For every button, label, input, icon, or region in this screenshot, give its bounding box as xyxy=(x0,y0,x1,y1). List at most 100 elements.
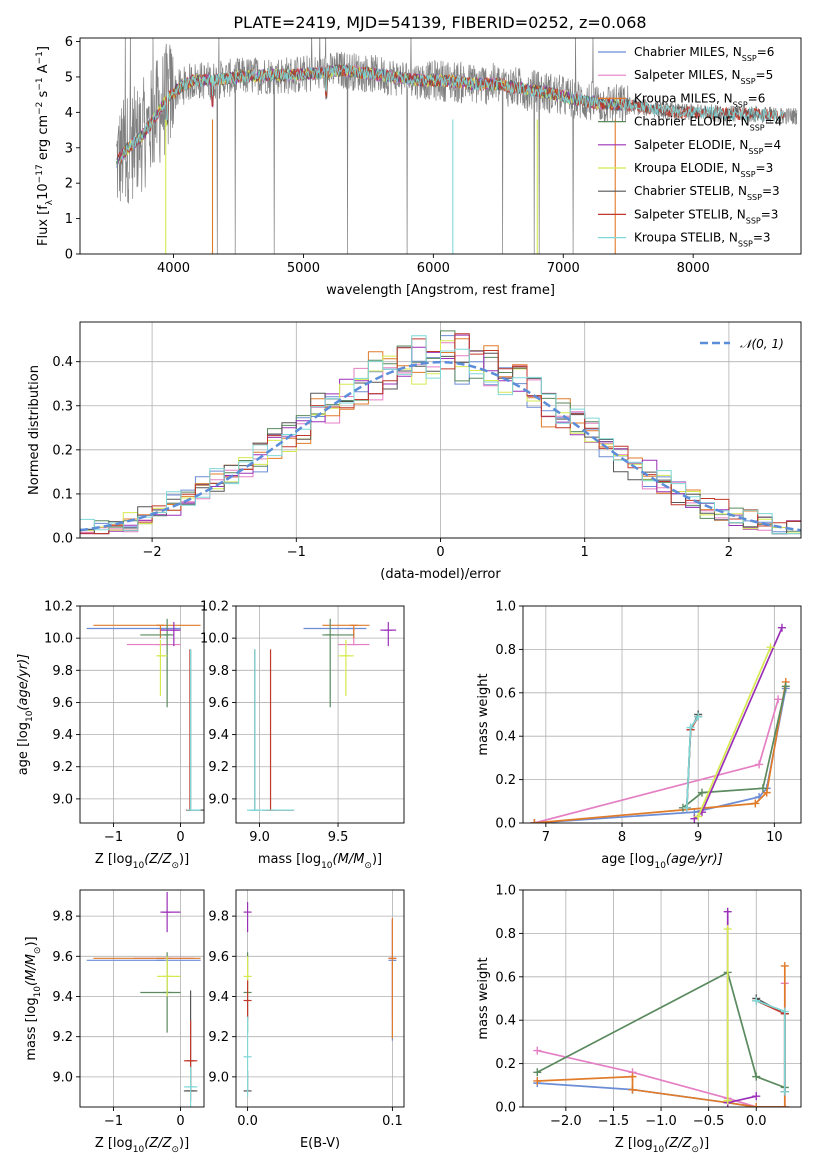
point-chabrier_elodie xyxy=(781,682,790,691)
errorbar-chabrier_elodie xyxy=(140,618,174,708)
plot-area xyxy=(533,907,789,1107)
x-tick-label: −1.5 xyxy=(598,1114,630,1129)
legend-value: =4 xyxy=(765,115,783,129)
y-axis-label-part: −2 xyxy=(35,102,45,115)
errorbar-salpeter_elodie xyxy=(160,622,181,647)
x-tick-label: −1.0 xyxy=(645,1114,677,1129)
y-axis-label: Flux [fλ10−17 erg cm−2 s−1 A−1] xyxy=(35,46,55,246)
errorbar-chabrier_elodie xyxy=(322,618,354,708)
errorbar-kroupa_elodie xyxy=(156,639,168,697)
legend-value: =3 xyxy=(753,231,771,245)
x-axis-label-part: ⊙ xyxy=(171,861,179,871)
legend-value: =5 xyxy=(756,68,774,82)
y-tick-label: 9.4 xyxy=(208,990,229,1005)
axes-frame xyxy=(79,605,205,824)
x-axis-label-part: ⊙ xyxy=(171,1145,179,1155)
x-tick-label: −1 xyxy=(104,1114,123,1129)
legend-sub: SSP xyxy=(747,193,762,202)
point-chabrier_elodie xyxy=(758,784,767,793)
y-tick-label: 0 xyxy=(65,248,73,263)
legend-entry-kroupa_miles: Kroupa MILES, NSSP=6 xyxy=(634,91,765,109)
x-axis-label-part: Z [log xyxy=(615,1136,653,1151)
x-axis-label-part: (M/M xyxy=(333,852,365,867)
y-tick-label: 9.0 xyxy=(52,1070,73,1085)
x-axis-label-part: )] xyxy=(372,852,382,867)
point-kroupa_stelib xyxy=(686,723,695,732)
point-chabrier_elodie xyxy=(752,1072,761,1081)
point-kroupa_miles xyxy=(780,961,789,970)
y-tick-label: 0.8 xyxy=(495,927,516,942)
y-tick-label: 9.0 xyxy=(208,792,229,807)
y-tick-label: 1.0 xyxy=(495,884,516,899)
y-tick-label: 0.2 xyxy=(495,773,516,788)
legend-entry-chabrier_elodie: Chabrier ELODIE, NSSP=4 xyxy=(634,115,782,133)
y-axis-label-part: ] xyxy=(36,46,51,51)
x-axis-label: wavelength [Angstrom, rest frame] xyxy=(326,283,555,298)
y-tick-label: 9.8 xyxy=(52,910,73,925)
x-tick-label: 0 xyxy=(436,545,444,560)
x-axis-label-part: 10 xyxy=(654,861,666,871)
point-salpeter_elodie xyxy=(777,623,786,632)
errorbar-kroupa_elodie xyxy=(157,956,181,997)
legend-sub: SSP xyxy=(733,100,748,109)
errorbar-kroupa_stelib xyxy=(186,649,201,811)
y-axis-label-part: erg cm xyxy=(36,115,51,164)
x-tick-label: −1 xyxy=(104,830,123,845)
legend-label: Kroupa STELIB, N xyxy=(634,231,738,245)
x-tick-label: 8 xyxy=(618,830,626,845)
errorbar-salpeter_elodie xyxy=(243,902,252,933)
point-kroupa_miles xyxy=(751,799,760,808)
y-tick-label: 9.8 xyxy=(52,664,73,679)
legend-value: =4 xyxy=(763,138,781,152)
point-kroupa_stelib xyxy=(682,803,691,812)
point-kroupa_miles xyxy=(628,1085,637,1094)
legend-label: Chabrier MILES, N xyxy=(634,45,742,59)
y-tick-label: 0.8 xyxy=(495,643,516,658)
x-tick-label: 5000 xyxy=(287,261,320,276)
y-axis-label-part: 10 xyxy=(25,710,35,722)
y-tick-label: 0.4 xyxy=(52,355,73,370)
y-tick-label: 10.2 xyxy=(44,600,73,615)
ticks: 4000 5000 6000 7000 8000 0 1 2 3 4 5 6 xyxy=(65,35,710,276)
y-axis-label-part: Flux [f xyxy=(36,205,51,246)
series-kroupa_elodie xyxy=(723,925,732,1105)
legend-entry-kroupa_stelib: Kroupa STELIB, NSSP=3 xyxy=(634,231,771,249)
x-axis-label-part: 10 xyxy=(321,861,333,871)
errorbar-salpeter_elodie xyxy=(160,892,181,933)
y-tick-label: 9.6 xyxy=(208,950,229,965)
point-salpeter_miles xyxy=(533,1046,542,1055)
y-axis-label-part: (age/yr)] xyxy=(16,654,31,711)
y-tick-label: 0.1 xyxy=(52,487,73,502)
legend-sub: SSP xyxy=(741,77,756,86)
x-tick-label: 0.0 xyxy=(237,1114,258,1129)
point-kroupa_miles xyxy=(530,819,539,823)
y-tick-label: 0.0 xyxy=(495,1101,516,1116)
x-tick-label: 7000 xyxy=(547,261,580,276)
x-axis-label-part: ⊙ xyxy=(691,1145,699,1155)
x-axis-label: mass [log10(M/M⊙)] xyxy=(258,852,382,871)
point-salpeter_elodie xyxy=(752,1092,761,1101)
x-tick-label: −1 xyxy=(287,545,306,560)
axes-frame xyxy=(79,37,802,255)
plot-area xyxy=(243,902,397,1097)
legend-sub: SSP xyxy=(748,146,763,155)
ticks: −1 0 9.0 9.2 9.4 9.6 9.8 xyxy=(52,910,184,1129)
y-tick-label: 0.4 xyxy=(495,1014,516,1029)
point-kroupa_elodie xyxy=(723,925,732,934)
x-tick-label: 4000 xyxy=(157,261,190,276)
y-tick-label: 4 xyxy=(65,106,73,121)
ticks: 7 8 9 10 0.0 0.2 0.4 0.6 0.8 1.0 xyxy=(495,600,782,846)
legend-value: =3 xyxy=(762,184,780,198)
x-tick-label: 0 xyxy=(176,1114,184,1129)
legend-value: =3 xyxy=(756,161,774,175)
line-kroupa_elodie xyxy=(697,646,772,817)
point-kroupa_miles xyxy=(628,1072,637,1081)
y-axis-label-part: −17 xyxy=(35,164,45,183)
point-kroupa_elodie xyxy=(766,643,775,652)
y-tick-label: 0.6 xyxy=(495,970,516,985)
legend-value: =6 xyxy=(748,91,766,105)
x-tick-label: 9.0 xyxy=(249,830,270,845)
legend-entry-salpeter_stelib: Salpeter STELIB, NSSP=3 xyxy=(634,207,778,225)
